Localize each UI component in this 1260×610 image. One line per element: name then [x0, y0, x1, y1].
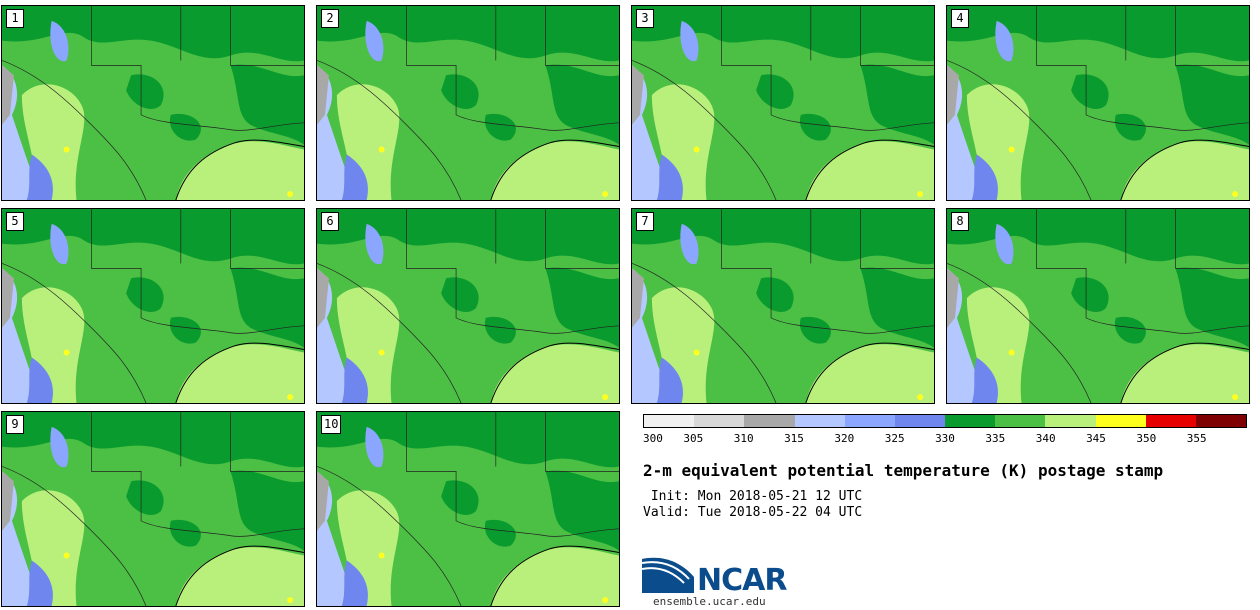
- colorbar-segment: [945, 415, 996, 427]
- colorbar-segment: [894, 415, 946, 427]
- postage-stamp-map: 6: [316, 208, 620, 404]
- stamp-member-label: 6: [321, 212, 339, 231]
- stamp-member-label: 7: [636, 212, 654, 231]
- stamp-member-label: 10: [321, 415, 342, 434]
- valid-time: Valid: Tue 2018-05-22 04 UTC: [643, 505, 863, 520]
- colorbar: [643, 414, 1247, 428]
- colorbar-tick-label: 350: [1136, 432, 1157, 445]
- postage-stamp-map: 5: [1, 208, 305, 404]
- colorbar-segment: [644, 415, 695, 427]
- colorbar-tick-label: 300: [643, 432, 663, 445]
- colorbar-tick-label: 340: [1035, 432, 1056, 445]
- ncar-logo-icon: [642, 557, 694, 593]
- colorbar-tick-label: 305: [683, 432, 704, 445]
- chart-title: 2-m equivalent potential temperature (K)…: [643, 461, 1164, 480]
- colorbar-segment: [694, 415, 745, 427]
- stamp-member-label: 1: [6, 9, 24, 28]
- colorbar-tick-label: 310: [733, 432, 754, 445]
- postage-stamp-map: 10: [316, 411, 620, 607]
- postage-stamp-map: 9: [1, 411, 305, 607]
- colorbar-tick-label: 325: [884, 432, 905, 445]
- colorbar-ticks: 300 305 310 315 320 325 330 335 340 345 350 355: [643, 432, 1247, 446]
- postage-stamp-map: 3: [631, 5, 935, 201]
- colorbar-tick-label: 335: [985, 432, 1006, 445]
- colorbar-segment: [1195, 415, 1247, 427]
- colorbar-segment: [794, 415, 845, 427]
- colorbar-tick-label: 330: [935, 432, 955, 445]
- stamp-member-label: 3: [636, 9, 654, 28]
- postage-stamp-map: 7: [631, 208, 935, 404]
- colorbar-segment: [1045, 415, 1096, 427]
- colorbar-tick-label: 355: [1186, 432, 1207, 445]
- stamp-member-label: 9: [6, 415, 24, 434]
- colorbar-segment: [995, 415, 1046, 427]
- stamp-member-label: 5: [6, 212, 24, 231]
- stamp-member-label: 8: [951, 212, 969, 231]
- stamp-member-label: 2: [321, 9, 339, 28]
- colorbar-segment: [1095, 415, 1146, 427]
- logo-text: NCAR: [697, 563, 787, 598]
- postage-stamp-map: 2: [316, 5, 620, 201]
- postage-stamp-map: 1: [1, 5, 305, 201]
- colorbar-segment: [1145, 415, 1196, 427]
- postage-stamp-map: 8: [946, 208, 1250, 404]
- colorbar-tick-label: 320: [834, 432, 855, 445]
- init-time: Init: Mon 2018-05-21 12 UTC: [643, 489, 863, 504]
- colorbar-segment: [744, 415, 795, 427]
- logo-url: ensemble.ucar.edu: [653, 595, 766, 608]
- colorbar-tick-label: 315: [784, 432, 804, 445]
- colorbar-segment: [844, 415, 895, 427]
- postage-stamp-map: 4: [946, 5, 1250, 201]
- stamp-member-label: 4: [951, 9, 969, 28]
- colorbar-tick-label: 345: [1086, 432, 1106, 445]
